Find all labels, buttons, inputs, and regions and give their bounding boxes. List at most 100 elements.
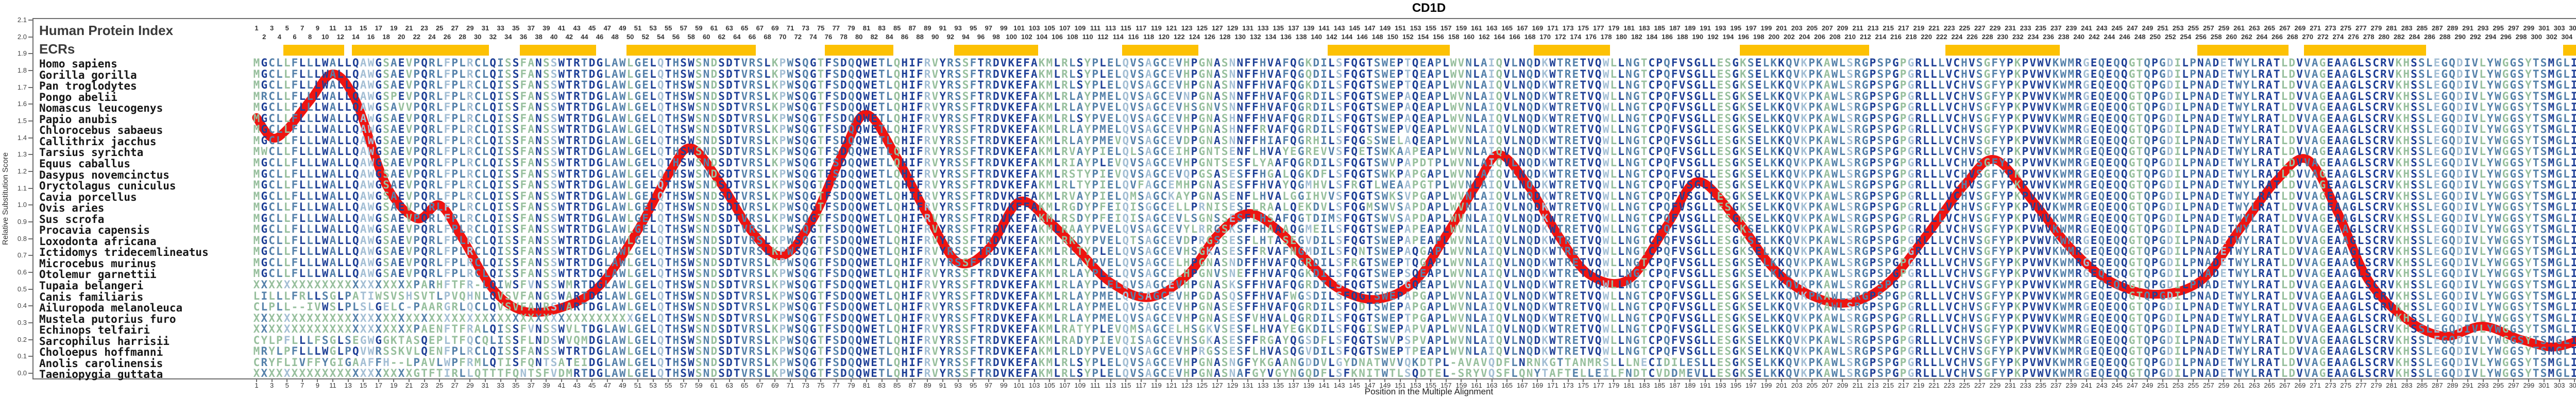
seq-char: N [535, 101, 542, 114]
seq-char: E [2106, 79, 2112, 92]
seq-char: F [1343, 145, 1350, 158]
seq-char: V [1000, 134, 1007, 147]
seq-char: V [2044, 112, 2052, 125]
top-position-label: 224 [1951, 33, 1963, 41]
seq-char: S [1374, 201, 1381, 214]
seq-char: F [1252, 123, 1259, 136]
seq-char: T [878, 101, 885, 114]
seq-char: D [588, 123, 596, 136]
seq-char: K [1038, 123, 1045, 136]
top-position-label: 108 [1066, 33, 1078, 41]
seq-char: L [2281, 79, 2288, 92]
seq-char: E [2090, 79, 2097, 92]
seq-char: R [1061, 67, 1068, 80]
seq-char: T [733, 145, 740, 158]
seq-char: Y [2243, 101, 2250, 114]
seq-char: R [985, 179, 992, 192]
seq-char: G [2510, 90, 2517, 102]
seq-char: V [2304, 57, 2311, 69]
seq-char: F [1991, 90, 1998, 102]
seq-char: W [787, 67, 794, 80]
seq-char: P [1885, 179, 1891, 192]
top-position-label: 184 [1646, 33, 1658, 41]
seq-char: P [1808, 167, 1815, 180]
seq-char: W [1831, 67, 1838, 80]
seq-char: E [2327, 90, 2334, 102]
seq-char: L [2281, 189, 2288, 202]
seq-char: F [970, 179, 977, 192]
seq-char: F [1991, 134, 1998, 147]
seq-char: E [1168, 134, 1175, 147]
seq-char: G [1907, 167, 1914, 180]
seq-char: S [1374, 134, 1381, 147]
seq-char: K [1801, 167, 1808, 180]
seq-char: W [321, 145, 329, 158]
seq-char: A [2266, 123, 2273, 136]
seq-char: E [398, 90, 405, 102]
seq-char: K [2395, 112, 2402, 125]
seq-char: L [459, 156, 466, 169]
seq-char: E [2090, 123, 2097, 136]
seq-char: A [391, 145, 397, 158]
seq-char: P [1900, 79, 1907, 92]
seq-char: G [2159, 90, 2166, 102]
seq-char: N [535, 179, 542, 192]
seq-char: T [878, 79, 885, 92]
top-position-label: 244 [2104, 33, 2115, 41]
seq-char: R [924, 57, 931, 69]
seq-char: P [1191, 179, 1198, 192]
top-position-label: 297 [2507, 24, 2519, 32]
seq-char: G [1984, 123, 1991, 136]
top-position-label: 27 [451, 24, 459, 32]
seq-char: D [726, 201, 733, 214]
seq-char: S [550, 67, 557, 80]
top-position-label: 6 [293, 33, 297, 41]
seq-char: E [1572, 112, 1579, 125]
seq-char: P [413, 123, 420, 136]
seq-char: D [726, 134, 733, 147]
top-position-label: 76 [824, 33, 833, 41]
seq-char: Q [1526, 57, 1533, 69]
seq-char: L [2563, 156, 2570, 169]
seq-char: G [2349, 57, 2357, 69]
seq-char: P [2006, 67, 2013, 80]
seq-char: Q [2098, 79, 2105, 92]
seq-char: D [710, 67, 718, 80]
seq-char: Q [893, 189, 901, 202]
seq-char: L [314, 90, 321, 102]
seq-char: D [588, 167, 596, 180]
seq-char: A [1030, 123, 1038, 136]
seq-char: N [2197, 179, 2204, 192]
seq-char: S [833, 67, 839, 80]
seq-char: T [2532, 189, 2539, 202]
seq-char: A [612, 112, 618, 125]
seq-char: W [2494, 90, 2501, 102]
seq-char: Q [855, 67, 862, 80]
top-position-label: 295 [2493, 24, 2504, 32]
seq-char: G [1694, 167, 1701, 180]
seq-char: T [566, 179, 572, 192]
seq-char: G [1633, 67, 1640, 80]
seq-char: C [268, 67, 275, 80]
seq-char: L [436, 201, 443, 214]
seq-char: W [1602, 79, 1609, 92]
seq-char: T [2273, 145, 2280, 158]
seq-char: W [2060, 67, 2067, 80]
seq-char: H [2403, 123, 2410, 136]
top-position-label: 15 [359, 24, 367, 32]
seq-char: L [1252, 189, 1259, 202]
seq-char: V [1114, 134, 1122, 147]
seq-char: V [1679, 79, 1686, 92]
seq-char: E [871, 201, 877, 214]
seq-char: I [909, 156, 916, 169]
seq-char: G [634, 179, 641, 192]
seq-char: K [1801, 189, 1808, 202]
seq-char: S [794, 179, 801, 192]
species-name: Taeniopygia guttata [39, 368, 163, 381]
seq-char: F [1252, 134, 1259, 147]
seq-char: N [1625, 112, 1632, 125]
